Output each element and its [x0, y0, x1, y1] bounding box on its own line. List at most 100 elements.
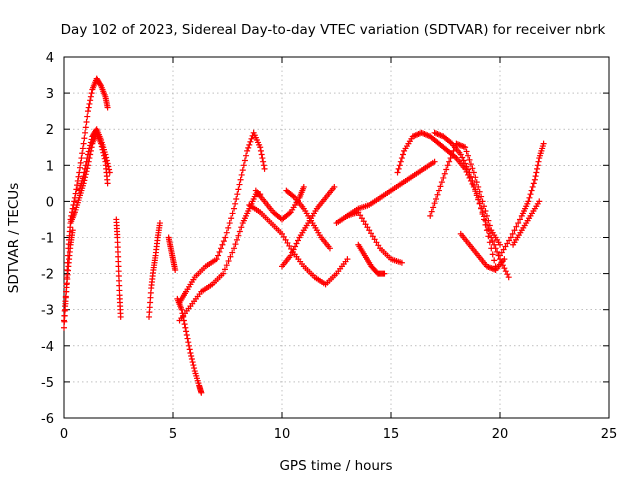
- data-point: [241, 157, 248, 164]
- data-point: [75, 173, 82, 180]
- data-point: [239, 167, 246, 174]
- data-point: [117, 313, 124, 320]
- data-point: [498, 249, 505, 256]
- data-point: [466, 174, 473, 181]
- data-point: [73, 186, 80, 193]
- data-point: [459, 154, 466, 161]
- data-point: [245, 144, 252, 151]
- data-point: [466, 169, 473, 176]
- series-track-c: [61, 227, 76, 324]
- data-point: [371, 236, 378, 243]
- data-point: [500, 246, 507, 253]
- data-point: [259, 155, 266, 162]
- data-point: [515, 220, 522, 227]
- data-point: [399, 151, 406, 158]
- data-point: [84, 155, 91, 162]
- data-point: [355, 209, 362, 216]
- data-point: [87, 139, 94, 146]
- data-point: [83, 158, 90, 165]
- data-point: [156, 220, 163, 227]
- data-point: [358, 215, 365, 222]
- series-track-k: [246, 202, 351, 288]
- data-point: [473, 190, 480, 197]
- data-point: [182, 324, 189, 331]
- data-point: [438, 179, 445, 186]
- data-point: [231, 205, 238, 212]
- data-point: [431, 200, 438, 207]
- y-tick-label: 0: [46, 195, 54, 210]
- data-point: [473, 179, 480, 186]
- data-point: [244, 147, 251, 154]
- series-track-n: [283, 187, 333, 252]
- data-point: [188, 353, 195, 360]
- data-point: [357, 212, 364, 219]
- series-track-a: [61, 129, 111, 331]
- data-point: [260, 162, 267, 169]
- data-point: [482, 208, 489, 215]
- data-point: [102, 151, 109, 158]
- data-point: [368, 230, 375, 237]
- data-point: [486, 230, 493, 237]
- data-point: [501, 256, 508, 263]
- data-point: [506, 237, 513, 244]
- y-tick-label: -3: [41, 304, 54, 319]
- data-point: [104, 180, 111, 187]
- data-point: [469, 177, 476, 184]
- data-point: [360, 218, 367, 225]
- data-point: [485, 233, 492, 240]
- data-point: [78, 155, 85, 162]
- data-point: [71, 194, 78, 201]
- data-point: [286, 242, 293, 249]
- data-point: [485, 226, 492, 233]
- data-point: [68, 209, 75, 216]
- data-point: [486, 239, 493, 246]
- chart-title: Day 102 of 2023, Sidereal Day-to-day VTE…: [61, 22, 606, 38]
- data-point: [235, 186, 242, 193]
- data-point: [190, 362, 197, 369]
- data-point: [532, 173, 539, 180]
- x-axis-label: GPS time / hours: [279, 458, 392, 474]
- data-point: [104, 104, 111, 111]
- data-point: [475, 194, 482, 201]
- data-point: [181, 321, 188, 328]
- data-point: [191, 365, 198, 372]
- data-point: [398, 155, 405, 162]
- data-point: [435, 187, 442, 194]
- data-point: [235, 232, 242, 239]
- series-track-w: [510, 198, 543, 248]
- data-point: [375, 242, 382, 249]
- data-point: [222, 234, 229, 241]
- data-point: [185, 342, 192, 349]
- data-point: [430, 204, 437, 211]
- data-point: [76, 169, 83, 176]
- data-point: [234, 191, 241, 198]
- data-point: [240, 162, 247, 169]
- data-point: [466, 156, 473, 163]
- data-point: [479, 211, 486, 218]
- data-point: [511, 227, 518, 234]
- data-point: [80, 173, 87, 180]
- data-point: [525, 198, 532, 205]
- data-point: [531, 176, 538, 183]
- data-point: [494, 248, 501, 255]
- data-point: [534, 162, 541, 169]
- data-point: [77, 159, 84, 166]
- data-point: [482, 221, 489, 228]
- data-point: [217, 245, 224, 252]
- data-point: [395, 165, 402, 172]
- data-point: [502, 268, 509, 275]
- data-point: [88, 136, 95, 143]
- data-point: [446, 158, 453, 165]
- data-point: [216, 248, 223, 255]
- data-point: [70, 202, 77, 209]
- data-point: [187, 350, 194, 357]
- data-point: [472, 174, 479, 181]
- data-point: [87, 97, 94, 104]
- data-point: [74, 182, 81, 189]
- data-point: [289, 249, 296, 256]
- y-tick-label: 4: [46, 51, 54, 66]
- data-point: [87, 93, 94, 100]
- series-track-l: [252, 183, 307, 223]
- data-point: [434, 191, 441, 198]
- data-point: [489, 238, 496, 245]
